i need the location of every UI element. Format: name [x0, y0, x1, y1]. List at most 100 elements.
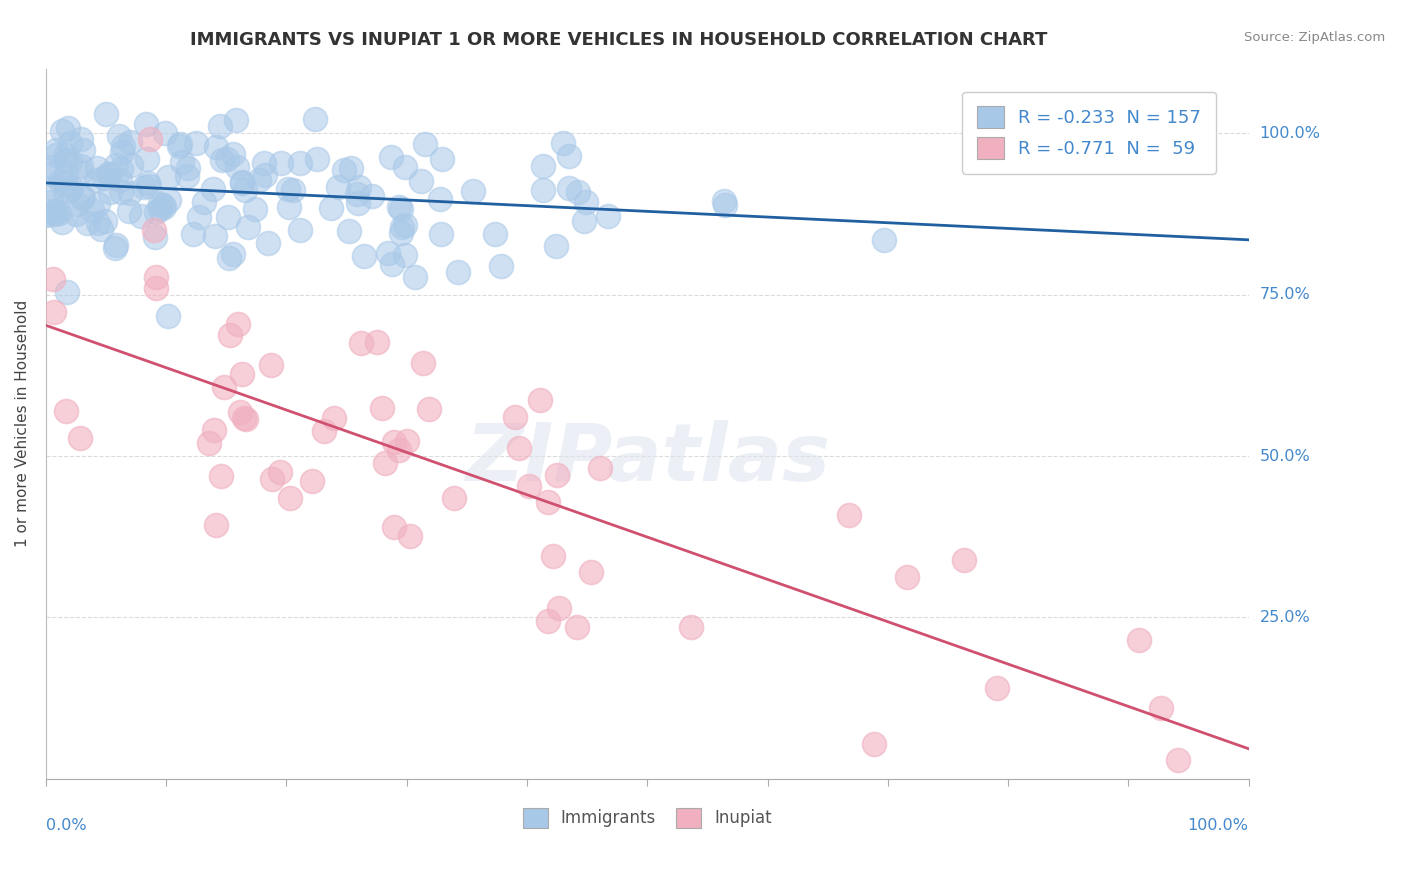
Point — [557, 149, 579, 163]
Point — [404, 270, 426, 285]
Point — [51, 124, 73, 138]
Point — [382, 434, 405, 449]
Point — [143, 230, 166, 244]
Point — [153, 126, 176, 140]
Point — [217, 210, 239, 224]
Point — [412, 356, 434, 370]
Point — [53, 177, 76, 191]
Point — [873, 233, 896, 247]
Point — [281, 183, 304, 197]
Point — [110, 161, 132, 176]
Point — [575, 194, 598, 209]
Point — [44, 147, 66, 161]
Point — [222, 147, 245, 161]
Point — [135, 152, 157, 166]
Point — [157, 193, 180, 207]
Point — [53, 148, 76, 162]
Text: 25.0%: 25.0% — [1260, 610, 1310, 625]
Point — [86, 161, 108, 175]
Point — [394, 160, 416, 174]
Point — [48, 206, 70, 220]
Point — [212, 379, 235, 393]
Point — [153, 200, 176, 214]
Text: 50.0%: 50.0% — [1260, 449, 1310, 464]
Point — [1128, 633, 1150, 648]
Point — [65, 207, 87, 221]
Point — [245, 202, 267, 216]
Point — [269, 466, 291, 480]
Text: 75.0%: 75.0% — [1260, 287, 1310, 302]
Point — [1150, 701, 1173, 715]
Point — [94, 214, 117, 228]
Point — [235, 412, 257, 426]
Point — [70, 165, 93, 179]
Point — [139, 131, 162, 145]
Point — [82, 202, 104, 217]
Point — [505, 409, 527, 424]
Point — [209, 469, 232, 483]
Point — [100, 186, 122, 200]
Point — [169, 136, 191, 151]
Point — [94, 107, 117, 121]
Point — [353, 248, 375, 262]
Point — [323, 411, 346, 425]
Point — [49, 174, 72, 188]
Point — [38, 160, 60, 174]
Point — [44, 207, 66, 221]
Point — [108, 172, 131, 186]
Point — [143, 223, 166, 237]
Point — [326, 180, 349, 194]
Point — [447, 264, 470, 278]
Point — [235, 183, 257, 197]
Point — [55, 184, 77, 198]
Text: 100.0%: 100.0% — [1188, 818, 1249, 833]
Point — [112, 139, 135, 153]
Point — [134, 180, 156, 194]
Point — [105, 238, 128, 252]
Point — [278, 491, 301, 506]
Point — [536, 614, 558, 628]
Point — [429, 227, 451, 241]
Text: ZIPatlas: ZIPatlas — [465, 420, 830, 499]
Point — [546, 239, 568, 253]
Point — [167, 139, 190, 153]
Point — [97, 167, 120, 181]
Text: IMMIGRANTS VS INUPIAT 1 OR MORE VEHICLES IN HOUSEHOLD CORRELATION CHART: IMMIGRANTS VS INUPIAT 1 OR MORE VEHICLES… — [190, 31, 1047, 49]
Point — [430, 153, 453, 167]
Point — [986, 681, 1008, 695]
Point — [377, 245, 399, 260]
Point — [319, 201, 342, 215]
Point — [211, 153, 233, 167]
Point — [184, 136, 207, 150]
Point — [288, 222, 311, 236]
Point — [529, 393, 551, 408]
Point — [118, 203, 141, 218]
Point — [228, 405, 250, 419]
Point — [205, 518, 228, 533]
Point — [181, 227, 204, 241]
Point — [202, 182, 225, 196]
Point — [1167, 753, 1189, 767]
Point — [567, 185, 589, 199]
Point — [84, 172, 107, 186]
Point — [388, 442, 411, 457]
Point — [37, 207, 59, 221]
Point — [533, 183, 555, 197]
Point — [340, 161, 363, 175]
Point — [838, 508, 860, 523]
Point — [361, 189, 384, 203]
Point — [72, 190, 94, 204]
Point — [44, 204, 66, 219]
Point — [145, 205, 167, 219]
Point — [337, 223, 360, 237]
Point — [66, 197, 89, 211]
Point — [218, 251, 240, 265]
Point — [589, 461, 612, 475]
Point — [98, 167, 121, 181]
Point — [60, 179, 83, 194]
Point — [218, 327, 240, 342]
Point — [156, 170, 179, 185]
Point — [136, 176, 159, 190]
Point — [546, 468, 568, 483]
Point — [172, 155, 194, 169]
